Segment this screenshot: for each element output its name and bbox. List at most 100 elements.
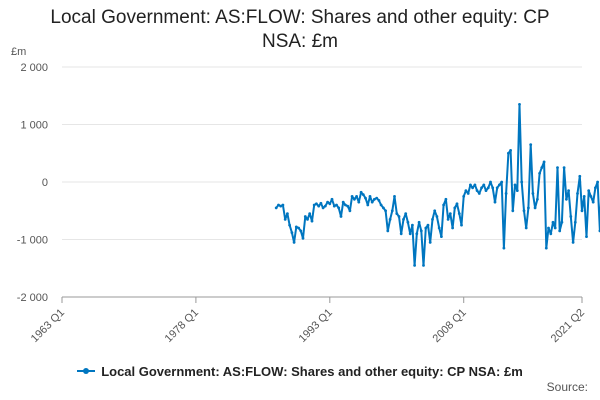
data-point[interactable] — [520, 180, 524, 184]
data-point[interactable] — [504, 192, 508, 195]
data-point[interactable] — [388, 218, 392, 221]
data-point[interactable] — [573, 220, 577, 224]
data-point[interactable] — [386, 229, 390, 233]
data-point[interactable] — [428, 241, 432, 244]
data-point[interactable] — [540, 166, 544, 170]
data-point[interactable] — [446, 218, 450, 221]
data-point[interactable] — [466, 192, 470, 195]
data-point[interactable] — [310, 219, 314, 223]
data-point[interactable] — [475, 189, 479, 193]
data-point[interactable] — [437, 226, 441, 230]
data-point[interactable] — [393, 195, 396, 198]
data-point[interactable] — [529, 143, 533, 147]
data-point[interactable] — [558, 229, 562, 233]
data-point[interactable] — [433, 209, 437, 213]
data-point[interactable] — [464, 189, 468, 193]
data-point[interactable] — [384, 209, 387, 213]
data-point[interactable] — [368, 195, 372, 198]
data-point[interactable] — [417, 220, 421, 224]
data-point[interactable] — [440, 235, 443, 239]
data-point[interactable] — [402, 218, 405, 221]
data-point[interactable] — [460, 223, 463, 227]
data-point[interactable] — [397, 215, 401, 218]
data-point[interactable] — [544, 246, 548, 250]
data-point[interactable] — [457, 212, 461, 216]
data-point[interactable] — [538, 172, 541, 175]
data-point[interactable] — [344, 203, 347, 207]
data-point[interactable] — [569, 215, 573, 218]
data-point[interactable] — [382, 206, 385, 210]
data-point[interactable] — [515, 189, 519, 193]
data-point[interactable] — [448, 212, 452, 216]
data-point[interactable] — [435, 215, 439, 218]
data-point[interactable] — [375, 196, 379, 200]
data-point[interactable] — [576, 192, 579, 195]
data-point[interactable] — [556, 166, 559, 170]
data-point[interactable] — [578, 174, 582, 178]
data-point[interactable] — [286, 212, 289, 216]
data-point[interactable] — [306, 218, 309, 221]
data-point[interactable] — [379, 203, 383, 207]
data-point[interactable] — [328, 202, 332, 206]
data-point[interactable] — [560, 220, 564, 224]
data-point[interactable] — [294, 225, 298, 229]
data-point[interactable] — [482, 183, 486, 187]
data-point[interactable] — [288, 223, 291, 227]
data-point[interactable] — [359, 190, 363, 194]
data-point[interactable] — [274, 206, 278, 210]
data-point[interactable] — [513, 183, 517, 187]
data-point[interactable] — [297, 226, 300, 230]
data-point[interactable] — [350, 195, 354, 198]
data-point[interactable] — [404, 212, 408, 216]
data-point[interactable] — [527, 206, 530, 210]
data-point[interactable] — [524, 226, 528, 230]
data-point[interactable] — [594, 186, 597, 190]
data-point[interactable] — [562, 166, 566, 170]
data-point[interactable] — [332, 204, 336, 208]
data-point[interactable] — [522, 209, 526, 213]
data-point[interactable] — [484, 189, 488, 193]
data-point[interactable] — [493, 200, 497, 204]
data-point[interactable] — [292, 241, 296, 244]
data-point[interactable] — [542, 160, 546, 164]
data-point[interactable] — [399, 232, 403, 236]
data-point[interactable] — [337, 206, 341, 210]
data-point[interactable] — [591, 200, 595, 204]
data-point[interactable] — [477, 192, 481, 195]
data-point[interactable] — [480, 186, 483, 190]
data-point[interactable] — [317, 204, 321, 208]
data-point[interactable] — [415, 232, 419, 236]
data-point[interactable] — [395, 212, 399, 216]
data-point[interactable] — [346, 204, 350, 208]
data-point[interactable] — [596, 180, 599, 184]
data-point[interactable] — [377, 199, 381, 202]
data-point[interactable] — [323, 204, 327, 208]
data-point[interactable] — [442, 203, 445, 207]
data-point[interactable] — [348, 209, 352, 213]
data-point[interactable] — [462, 195, 466, 198]
data-point[interactable] — [451, 226, 454, 230]
data-point[interactable] — [413, 264, 416, 267]
data-point[interactable] — [547, 226, 550, 230]
data-point[interactable] — [431, 218, 434, 221]
data-point[interactable] — [277, 203, 280, 207]
data-point[interactable] — [308, 212, 312, 216]
legend[interactable]: Local Government: AS:FLOW: Shares and ot… — [0, 364, 600, 379]
data-point[interactable] — [355, 195, 358, 198]
data-point[interactable] — [511, 209, 515, 213]
data-point[interactable] — [301, 236, 305, 240]
data-point[interactable] — [518, 103, 521, 106]
data-point[interactable] — [290, 231, 294, 235]
data-point[interactable] — [330, 197, 334, 201]
data-point[interactable] — [339, 215, 343, 218]
data-point[interactable] — [509, 149, 512, 152]
data-point[interactable] — [455, 202, 459, 206]
data-point[interactable] — [507, 151, 510, 155]
data-point[interactable] — [498, 183, 501, 187]
data-point[interactable] — [426, 223, 430, 227]
data-point[interactable] — [531, 192, 535, 195]
data-point[interactable] — [500, 180, 504, 184]
data-point[interactable] — [283, 218, 287, 221]
data-point[interactable] — [326, 200, 329, 204]
data-point[interactable] — [422, 264, 425, 267]
